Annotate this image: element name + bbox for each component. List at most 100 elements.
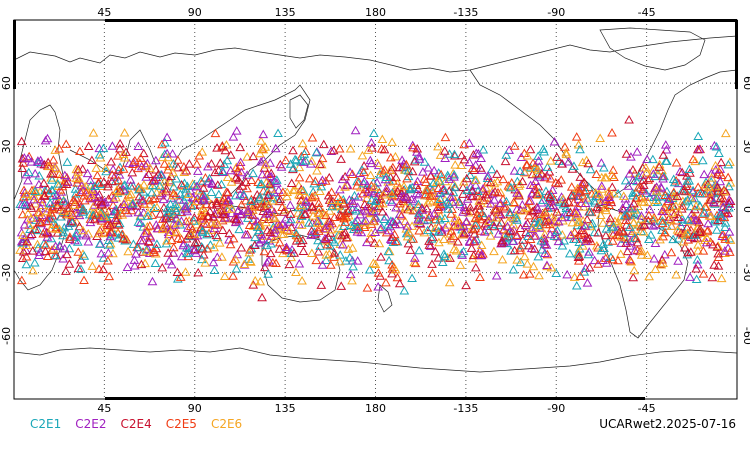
observation-triangle [370, 259, 381, 269]
observation-triangle [561, 149, 572, 159]
observation-triangle [240, 195, 251, 205]
observation-triangle [677, 167, 687, 177]
observation-triangle [29, 258, 40, 267]
observation-triangle [83, 236, 94, 246]
observation-triangle [230, 173, 241, 183]
observation-triangle [83, 141, 94, 151]
observation-triangle [352, 256, 363, 265]
observation-triangle [293, 208, 303, 217]
observation-triangle [534, 221, 545, 231]
observation-triangle [41, 216, 52, 226]
observation-triangle [532, 203, 543, 213]
frame-bar-right [735, 20, 738, 89]
observation-triangle [203, 161, 213, 171]
observation-triangle [212, 217, 222, 227]
observation-triangle [168, 248, 179, 257]
observation-triangle [580, 198, 591, 208]
observation-triangle [150, 258, 161, 268]
observation-triangle [489, 178, 500, 188]
observation-triangle [591, 169, 602, 178]
observation-triangle [414, 225, 425, 235]
observation-triangle [58, 253, 69, 263]
observation-triangle [465, 170, 475, 179]
observation-triangle [459, 139, 469, 149]
observation-triangle [701, 177, 711, 186]
observation-triangle [38, 238, 49, 248]
observation-triangle [328, 252, 339, 261]
observation-triangle [706, 173, 717, 182]
observation-triangle [270, 225, 281, 234]
observation-triangle [692, 144, 703, 154]
observation-triangle [562, 269, 573, 279]
observation-triangle [470, 180, 481, 189]
observation-triangle [298, 246, 309, 256]
observation-triangle [109, 229, 120, 239]
observation-triangle [649, 254, 659, 263]
observation-triangle [398, 194, 408, 203]
observation-triangle [179, 167, 190, 176]
observation-triangle [143, 211, 153, 220]
observation-triangle [361, 193, 372, 202]
observation-triangle [213, 189, 224, 199]
observation-triangle [111, 215, 122, 225]
observation-triangle [593, 228, 604, 237]
observation-triangle [60, 198, 71, 207]
observation-triangle [133, 242, 144, 252]
observation-triangle [391, 172, 401, 182]
observation-triangle [551, 268, 562, 278]
observation-triangle [131, 249, 141, 258]
observation-triangle [614, 227, 625, 236]
observation-triangle [501, 196, 512, 206]
observation-triangle [378, 190, 389, 199]
observation-triangle [311, 147, 322, 157]
observation-triangle [79, 251, 90, 260]
observation-triangle [383, 246, 394, 256]
observation-triangle [39, 178, 49, 187]
observation-triangle [228, 271, 238, 280]
observation-triangle [569, 272, 580, 281]
observation-triangle [598, 255, 608, 264]
observation-triangle [308, 191, 318, 201]
observation-triangle [29, 191, 39, 200]
observation-triangle [53, 179, 63, 188]
observation-triangle [21, 251, 32, 261]
observation-triangle [59, 170, 70, 180]
observation-triangle [414, 245, 425, 255]
observation-triangle [128, 181, 139, 190]
observation-triangle [133, 163, 143, 173]
latitude-tick-label: -30 [0, 264, 13, 282]
observation-triangle [607, 254, 618, 264]
observation-triangle [630, 210, 640, 219]
observation-triangle [685, 272, 695, 281]
observation-triangle [574, 217, 585, 227]
observation-triangle [692, 254, 703, 264]
observation-triangle [402, 221, 413, 230]
observation-triangle [111, 192, 121, 202]
observation-triangle [128, 239, 139, 248]
observation-triangle [519, 251, 530, 261]
observation-triangle [659, 202, 670, 211]
observation-triangle [334, 256, 345, 266]
observation-triangle [476, 250, 487, 260]
observation-triangle [451, 246, 462, 255]
observation-triangle [698, 269, 709, 278]
observation-triangle [317, 260, 328, 269]
observation-triangle [121, 234, 132, 244]
observation-triangle [486, 164, 497, 174]
observation-triangle [210, 128, 221, 138]
observation-triangle [476, 240, 487, 250]
observation-triangle [397, 155, 407, 164]
observation-triangle [276, 162, 287, 171]
observation-triangle [366, 158, 377, 168]
observation-triangle [97, 199, 108, 209]
observation-triangle [385, 152, 396, 162]
observation-triangle [54, 144, 65, 153]
observation-triangle [420, 189, 431, 199]
observation-triangle [48, 244, 59, 253]
observation-triangle [51, 190, 62, 199]
observation-triangle [479, 211, 490, 221]
observation-triangle [200, 258, 211, 267]
observation-triangle [306, 230, 317, 239]
observation-triangle [542, 260, 552, 270]
observation-triangle [712, 182, 723, 192]
